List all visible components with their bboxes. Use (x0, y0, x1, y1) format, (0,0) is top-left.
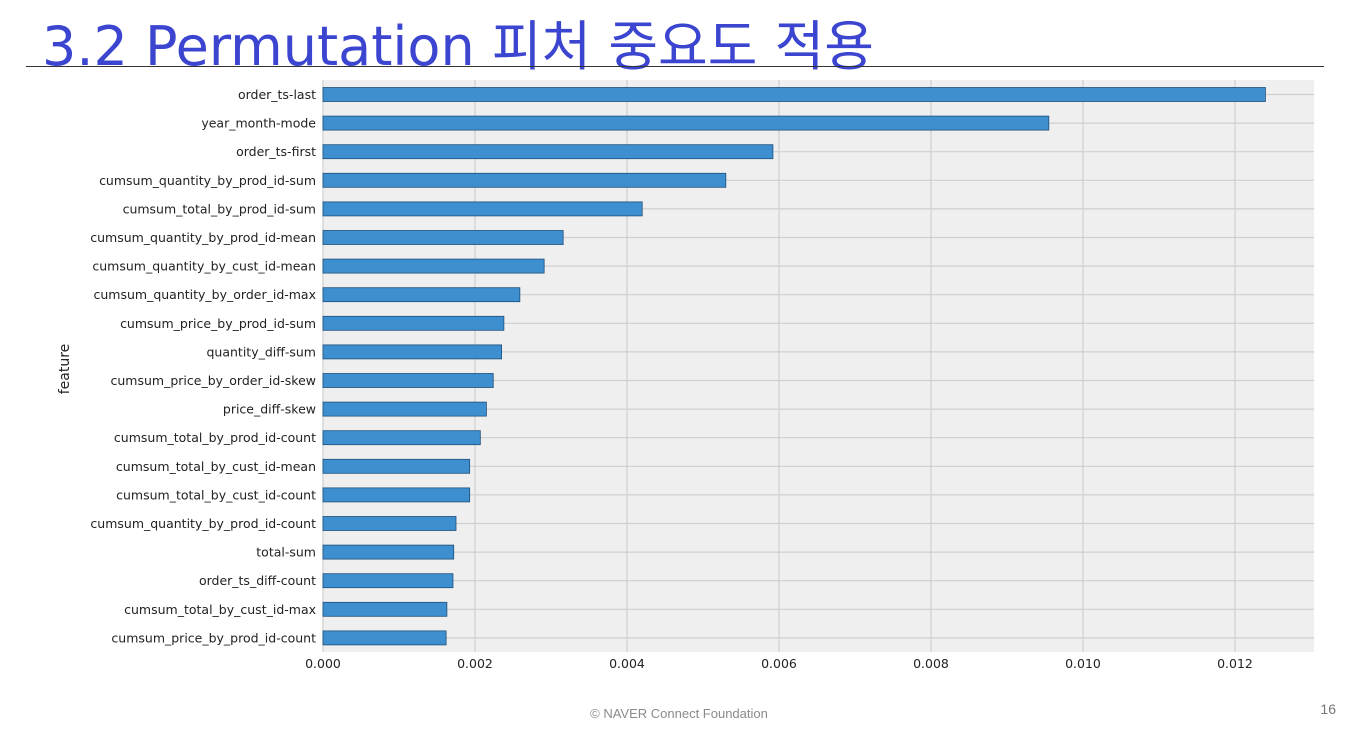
bar-cumsum_quantity_by_prod_id-sum (322, 172, 727, 188)
category-label: cumsum_total_by_cust_id-mean (116, 459, 316, 474)
bar-order_ts-first (322, 144, 774, 160)
category-labels: order_ts-last year_month-mode order_ts-fir… (90, 87, 316, 645)
x-tick-label: 0.012 (1217, 656, 1253, 671)
bar-cumsum_quantity_by_prod_id-count (322, 516, 457, 531)
x-tick-label: 0.000 (305, 656, 341, 671)
category-label: cumsum_price_by_prod_id-count (111, 630, 316, 645)
category-label: order_ts-last (238, 87, 316, 102)
category-label: year_month-mode (201, 116, 316, 131)
bar-cumsum_quantity_by_order_id-max (322, 287, 521, 303)
category-label: order_ts-first (236, 144, 316, 159)
bar-year_month-mode (322, 115, 1050, 131)
bar-cumsum_total_by_cust_id-count (322, 487, 471, 503)
category-label: quantity_diff-sum (206, 344, 316, 359)
x-tick-label: 0.006 (761, 656, 797, 671)
plot-area (323, 80, 1314, 652)
x-tick-label: 0.004 (609, 656, 645, 671)
slide-title: 3.2 Permutation 피처 중요도 적용 (42, 15, 874, 78)
bar-cumsum_quantity_by_prod_id-mean (322, 230, 564, 245)
category-label: cumsum_total_by_cust_id-count (116, 487, 316, 502)
category-label: cumsum_total_by_cust_id-max (124, 602, 316, 617)
x-tick-label: 0.002 (457, 656, 493, 671)
x-tick-label: 0.008 (913, 656, 949, 671)
page-number: 16 (1320, 701, 1336, 717)
category-label: cumsum_quantity_by_prod_id-sum (99, 173, 316, 188)
category-label: cumsum_quantity_by_prod_id-mean (90, 230, 316, 245)
category-label: cumsum_quantity_by_prod_id-count (90, 516, 316, 531)
y-axis-label: feature (57, 344, 73, 395)
bar-cumsum_total_by_cust_id-mean (322, 458, 471, 474)
x-tick-labels: 0.000 0.002 0.004 0.006 0.008 0.010 0.012 (305, 656, 1253, 671)
category-label: cumsum_price_by_order_id-skew (111, 373, 317, 388)
title-divider (26, 66, 1324, 67)
bar-order_ts-last (322, 87, 1266, 102)
footer-copyright: © NAVER Connect Foundation (590, 706, 768, 721)
category-label: total-sum (256, 545, 316, 560)
category-label: price_diff-skew (223, 402, 316, 417)
bar-cumsum_total_by_prod_id-count (322, 430, 481, 446)
bar-quantity_diff-sum (322, 344, 503, 360)
category-label: cumsum_quantity_by_cust_id-mean (92, 259, 316, 274)
bar-cumsum_price_by_prod_id-count (322, 630, 447, 646)
bar-price_diff-skew (322, 401, 487, 417)
bar-order_ts_diff-count (322, 573, 454, 589)
category-label: order_ts_diff-count (199, 573, 316, 588)
bar-cumsum_total_by_prod_id-sum (322, 201, 643, 217)
category-label: cumsum_total_by_prod_id-count (114, 430, 316, 445)
bars (322, 87, 1266, 646)
category-label: cumsum_total_by_prod_id-sum (123, 201, 316, 216)
bar-cumsum_quantity_by_cust_id-mean (322, 258, 545, 274)
bar-cumsum_total_by_cust_id-max (322, 601, 448, 617)
bar-cumsum_price_by_order_id-skew (322, 373, 494, 388)
category-label: cumsum_price_by_prod_id-sum (120, 316, 316, 331)
x-tick-label: 0.010 (1065, 656, 1101, 671)
bar-total-sum (322, 544, 455, 560)
bar-cumsum_price_by_prod_id-sum (322, 315, 505, 331)
category-label: cumsum_quantity_by_order_id-max (93, 287, 316, 302)
